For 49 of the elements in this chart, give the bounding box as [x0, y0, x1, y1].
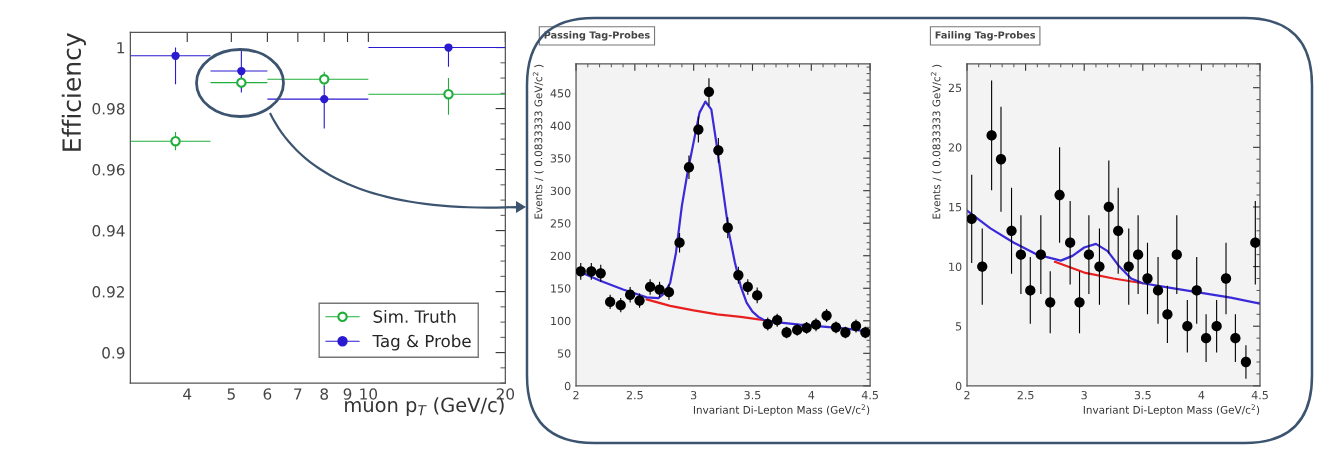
y-tick-label: 100: [551, 316, 571, 326]
y-tick-label: 0.94: [92, 225, 125, 237]
x-axis-title: Invariant Di-Lepton Mass (GeV/c$^{2}$): [1083, 404, 1260, 416]
y-tick-label: 0: [955, 381, 962, 391]
x-axis-title: Invariant Di-Lepton Mass (GeV/c$^{2}$): [693, 404, 870, 416]
y-tick-label: 25: [948, 83, 962, 93]
y-axis-title: Events / ( 0.0833333 GeV/c$^{2}$ ): [532, 64, 544, 219]
x-tick-label: 2.5: [1017, 390, 1034, 400]
y-tick-label: 0.96: [92, 164, 125, 176]
y-tick-label: 50: [557, 349, 571, 358]
y-tick-label: 1: [117, 42, 125, 54]
x-tick-label: 4.5: [1251, 391, 1268, 400]
x-tick-label: 5: [227, 388, 235, 400]
y-tick-label: 10: [949, 262, 962, 271]
chart-title: Passing Tag-Probes: [544, 31, 650, 41]
x-tick-label: 4: [183, 388, 192, 400]
y-tick-label: 15: [949, 203, 962, 212]
y-tick-label: 250: [550, 219, 571, 228]
x-tick-label: 2: [964, 390, 970, 400]
y-tick-label: 400: [550, 121, 571, 131]
y-tick-label: 450: [550, 89, 571, 98]
x-tick-label: 6: [263, 388, 272, 400]
x-tick-label: 2.5: [626, 390, 643, 400]
x-tick-label: 4: [1198, 391, 1205, 400]
legend-label: Sim. Truth: [373, 309, 456, 323]
x-tick-label: 4: [808, 391, 815, 400]
x-tick-label: 4.5: [861, 391, 878, 400]
chart-title: Failing Tag-Probes: [935, 31, 1036, 41]
x-tick-label: 3: [690, 390, 697, 400]
y-tick-label: 350: [550, 154, 571, 163]
x-tick-label: 7: [294, 388, 302, 400]
y-axis-title: Efficiency: [61, 33, 86, 151]
x-tick-label: 3: [1081, 390, 1087, 400]
x-tick-label: 10: [360, 388, 378, 400]
y-tick-label: 300: [550, 186, 571, 196]
x-tick-label: 2: [573, 390, 579, 400]
y-tick-label: 0.98: [92, 103, 125, 115]
y-tick-label: 5: [955, 322, 962, 331]
y-tick-label: 150: [551, 284, 571, 293]
y-tick-label: 20: [948, 143, 962, 152]
x-tick-label: 8: [320, 388, 329, 400]
x-tick-label: 3.5: [1134, 390, 1151, 400]
y-tick-label: 0.92: [92, 286, 124, 298]
y-tick-label: 0: [564, 381, 571, 391]
x-tick-label: 3.5: [744, 390, 761, 400]
y-tick-label: 200: [550, 251, 571, 261]
y-axis-title: Events / ( 0.0833333 GeV/c$^{2}$ ): [930, 64, 942, 219]
legend-label: Tag & Probe: [372, 334, 471, 351]
y-tick-label: 0.9: [102, 347, 125, 359]
